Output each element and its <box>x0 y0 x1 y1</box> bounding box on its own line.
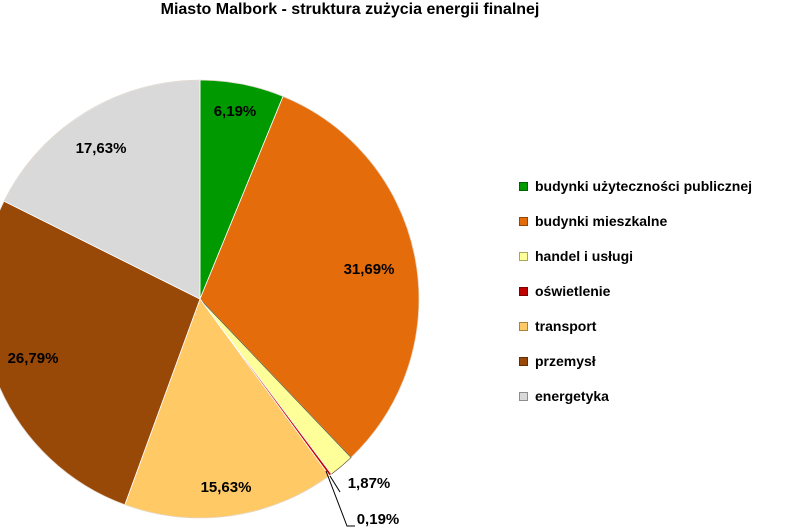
data-label-4: 0,19% <box>357 511 400 528</box>
legend-swatch <box>519 322 528 331</box>
legend-label: transport <box>535 318 597 334</box>
legend-swatch <box>519 357 528 366</box>
leader-line-3 <box>329 475 341 493</box>
data-label-5: 15,63% <box>201 479 252 496</box>
legend-label: budynki mieszkalne <box>535 213 668 229</box>
data-label-7: 17,63% <box>76 140 127 157</box>
data-label-3: 1,87% <box>348 475 391 492</box>
data-labels: 6,19% 31,69% 1,87% 0,19% 15,63% 26,79% 17,63% <box>8 103 400 528</box>
legend-item-6: przemysł <box>519 352 752 387</box>
legend-swatch <box>519 252 528 261</box>
pie-slice-6 <box>0 200 201 506</box>
legend-item-7: energetyka <box>519 387 752 422</box>
legend-swatch <box>519 217 528 226</box>
legend-label: oświetlenie <box>535 283 611 299</box>
legend-label: przemysł <box>535 353 596 369</box>
pie-slice-2 <box>199 95 420 459</box>
legend-label: budynki użyteczności publicznej <box>535 178 753 194</box>
data-label-1: 6,19% <box>214 103 257 120</box>
legend-item-5: transport <box>519 317 752 352</box>
pie-slices <box>0 79 420 519</box>
legend-item-4: oświetlenie <box>519 282 752 317</box>
legend-label: handel i usługi <box>535 248 634 264</box>
pie-slice-7 <box>3 79 201 300</box>
legend-item-3: handel i usługi <box>519 247 752 282</box>
pie-outline <box>0 79 420 519</box>
legend-swatch <box>519 287 528 296</box>
leader-line-4 <box>325 470 355 527</box>
legend-label: energetyka <box>535 388 609 404</box>
legend-swatch <box>519 392 528 401</box>
data-label-6: 26,79% <box>8 350 59 367</box>
pie-slice-5 <box>124 298 330 519</box>
chart-title: Miasto Malbork - struktura zużycia energ… <box>160 1 540 18</box>
legend-item-2: budynki mieszkalne <box>519 212 752 247</box>
legend-swatch <box>519 182 528 191</box>
data-label-2: 31,69% <box>344 261 395 278</box>
legend-item-1: budynki użyteczności publicznej <box>519 177 752 212</box>
leader-lines <box>325 470 355 527</box>
legend: budynki użyteczności publicznej budynki m… <box>519 177 752 422</box>
